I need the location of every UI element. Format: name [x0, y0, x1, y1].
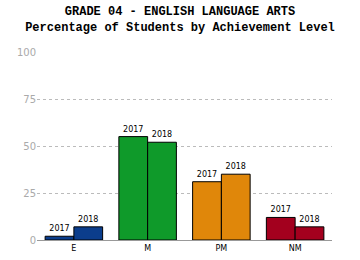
svg-text:GRADE 04 - ENGLISH LANGUAGE AR: GRADE 04 - ENGLISH LANGUAGE ARTSPercenta…	[25, 5, 335, 35]
svg-text:100: 100	[17, 47, 36, 58]
svg-text:PM: PM	[216, 244, 228, 253]
svg-text:2017: 2017	[271, 205, 291, 214]
svg-text:2018: 2018	[152, 130, 172, 139]
svg-text:50: 50	[23, 141, 36, 152]
svg-text:2018: 2018	[299, 215, 319, 224]
svg-text:NM: NM	[289, 244, 302, 253]
svg-text:2017: 2017	[123, 125, 143, 134]
svg-text:2017: 2017	[197, 170, 217, 179]
svg-text:25: 25	[23, 188, 36, 199]
svg-text:M: M	[144, 244, 151, 253]
svg-text:2018: 2018	[78, 215, 98, 224]
svg-text:2018: 2018	[226, 162, 246, 171]
svg-text:2017: 2017	[49, 224, 69, 233]
svg-text:75: 75	[23, 94, 36, 105]
svg-text:0: 0	[30, 235, 36, 246]
svg-text:E: E	[71, 244, 76, 253]
